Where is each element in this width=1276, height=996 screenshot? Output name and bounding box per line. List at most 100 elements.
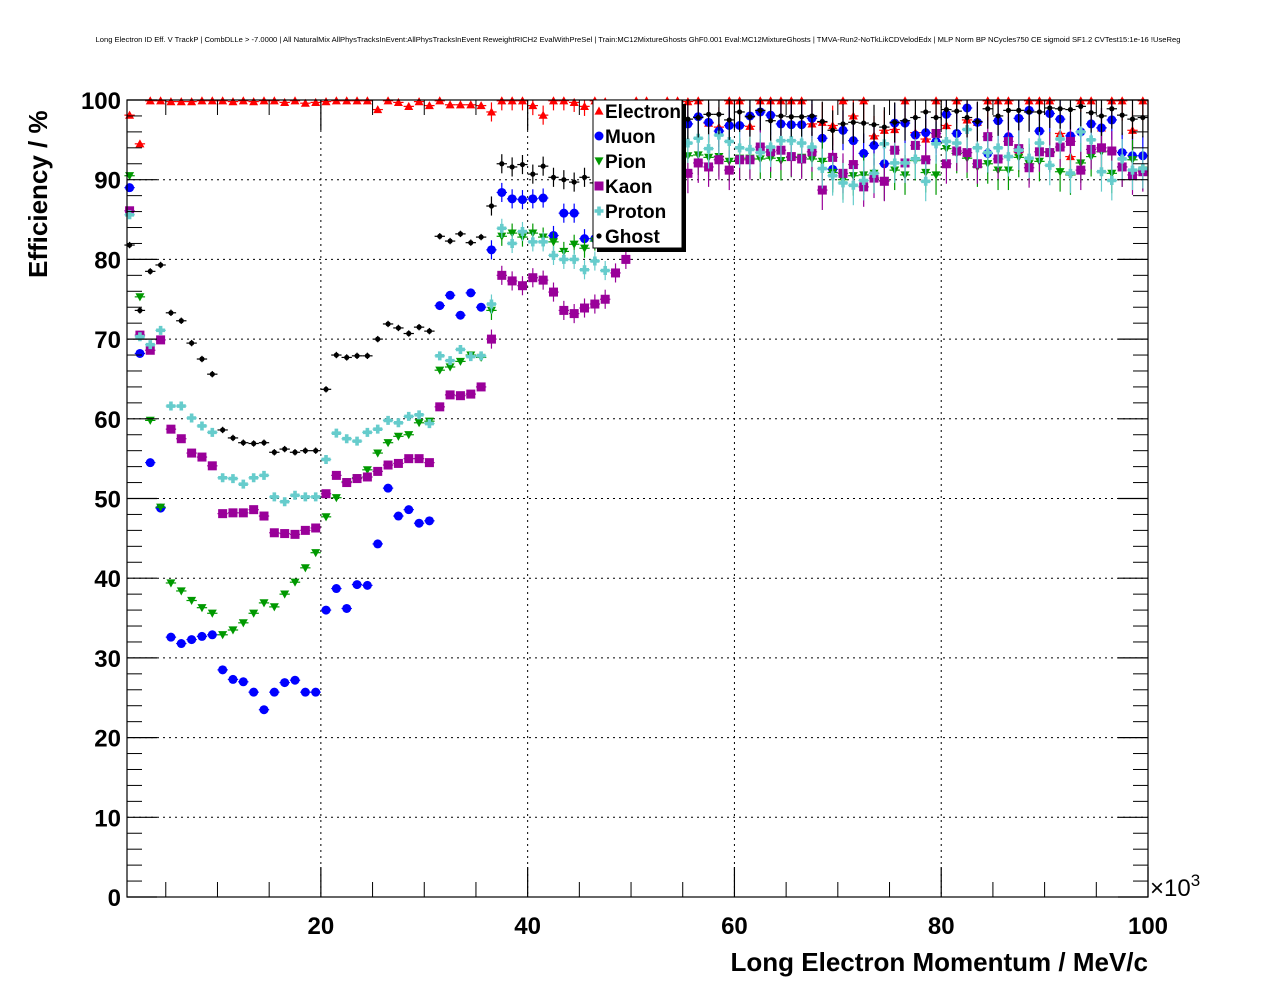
data-point-electron (580, 101, 590, 110)
data-point-pion (414, 419, 424, 428)
data-point-kaon (548, 287, 558, 297)
data-point-proton (187, 413, 197, 423)
data-point-proton (786, 136, 796, 146)
data-point-pion (207, 609, 217, 618)
data-point-proton (342, 434, 352, 444)
data-point-ghost (323, 386, 329, 392)
data-point-ghost (416, 324, 422, 330)
data-point-muon (197, 631, 207, 641)
data-point-muon (486, 245, 496, 255)
data-point-muon (476, 302, 486, 312)
x-tick-label: 20 (308, 913, 335, 940)
data-point-kaon (197, 452, 207, 462)
data-point-proton (507, 238, 517, 248)
data-point-pion (507, 229, 517, 238)
data-point-muon (528, 194, 538, 204)
data-point-kaon (269, 528, 279, 538)
data-point-ghost (1129, 116, 1136, 122)
legend: Electron Muon Pion Kaon Proton Ghost (592, 99, 686, 252)
data-point-proton (1086, 135, 1096, 145)
data-point-ghost (333, 352, 339, 358)
data-point-kaon (486, 334, 496, 344)
data-point-proton (125, 210, 135, 220)
data-point-kaon (817, 185, 827, 195)
data-point-proton (941, 136, 951, 146)
data-point-kaon (1107, 146, 1117, 156)
data-point-ghost (209, 371, 215, 377)
x-tick-label: 60 (721, 913, 748, 940)
data-point-kaon (714, 155, 724, 165)
data-point-proton (693, 133, 703, 143)
data-point-muon (269, 687, 279, 697)
data-point-proton (497, 223, 507, 233)
data-point-ghost (261, 440, 267, 446)
data-point-ghost (178, 318, 184, 324)
legend-marker-ghost-icon (596, 233, 602, 239)
data-point-muon (559, 208, 569, 218)
y-tick-label: 90 (94, 168, 121, 195)
data-point-pion (373, 449, 383, 458)
data-point-muon (228, 674, 238, 684)
data-point-kaon (218, 509, 228, 519)
data-point-proton (745, 144, 755, 154)
data-point-ghost (799, 114, 805, 120)
data-point-proton (176, 401, 186, 411)
data-point-pion (445, 363, 455, 372)
data-point-pion (455, 357, 465, 366)
data-point-electron (538, 110, 548, 119)
data-point-pion (228, 626, 238, 635)
data-point-proton (1034, 138, 1044, 148)
data-point-ghost (747, 114, 753, 120)
data-point-proton (1003, 152, 1013, 162)
data-point-electron (228, 97, 238, 106)
data-point-muon (259, 705, 269, 715)
data-point-proton (1096, 167, 1106, 177)
data-point-proton (993, 143, 1003, 153)
data-point-ghost (1026, 109, 1032, 115)
data-point-ghost (1109, 106, 1115, 112)
data-point-kaon (280, 529, 290, 539)
data-point-proton (290, 490, 300, 500)
data-point-proton (135, 332, 145, 342)
data-point-muon (466, 288, 476, 298)
data-point-proton (859, 175, 869, 185)
data-point-proton (300, 492, 310, 502)
data-point-ghost (1016, 107, 1022, 113)
data-point-kaon (693, 158, 703, 168)
data-point-electron (321, 97, 331, 106)
data-point-muon (300, 687, 310, 697)
data-point-proton (1055, 134, 1065, 144)
data-point-muon (145, 458, 155, 468)
data-point-ghost (1047, 105, 1053, 111)
data-point-proton (590, 256, 600, 266)
data-point-kaon (497, 270, 507, 280)
data-point-pion (259, 599, 269, 608)
data-point-proton (435, 351, 445, 361)
data-point-pion (176, 587, 186, 596)
data-point-kaon (352, 474, 362, 484)
data-point-ghost (1005, 107, 1012, 113)
data-point-ghost (540, 163, 546, 169)
data-point-ghost (158, 262, 164, 268)
legend-label-muon: Muon (605, 127, 656, 148)
data-point-ghost (344, 354, 350, 361)
y-tick-label: 30 (94, 646, 121, 673)
data-point-ghost (757, 107, 763, 113)
data-point-ghost (933, 114, 939, 121)
data-point-ghost (230, 435, 236, 441)
data-point-kaon (962, 148, 972, 158)
data-point-ghost (943, 106, 949, 113)
data-point-ghost (478, 234, 484, 240)
data-point-kaon (590, 299, 600, 309)
data-point-electron (404, 101, 414, 110)
data-point-ghost (695, 114, 701, 121)
y-tick-label: 70 (94, 327, 121, 354)
x-multiplier-label: ×103 (1150, 871, 1200, 902)
data-point-proton (755, 148, 765, 158)
data-point-proton (238, 479, 248, 489)
data-point-kaon (238, 508, 248, 518)
y-tick-label: 0 (108, 885, 121, 912)
data-point-pion (362, 466, 372, 475)
data-point-pion (393, 432, 403, 441)
